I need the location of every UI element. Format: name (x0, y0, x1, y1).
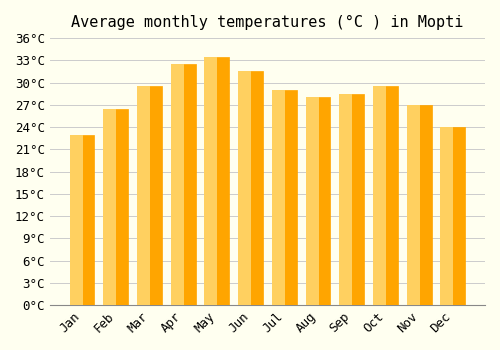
Bar (340, 94, 352, 305)
Bar (138, 86, 162, 305)
Bar (70, 134, 82, 305)
Bar (240, 71, 263, 305)
Bar (442, 127, 465, 305)
Bar (206, 57, 230, 305)
Bar (204, 57, 218, 305)
Bar (440, 127, 454, 305)
Bar (238, 71, 251, 305)
Bar (172, 64, 196, 305)
Bar (307, 97, 330, 305)
Bar (340, 94, 364, 305)
Bar (171, 64, 183, 305)
Bar (374, 86, 398, 305)
Bar (104, 108, 117, 305)
Bar (408, 105, 432, 305)
Bar (306, 97, 318, 305)
Bar (272, 90, 285, 305)
Title: Average monthly temperatures (°C ) in Mopti: Average monthly temperatures (°C ) in Mo… (71, 15, 464, 30)
Bar (104, 108, 128, 305)
Bar (137, 86, 150, 305)
Bar (406, 105, 420, 305)
Bar (373, 86, 386, 305)
Bar (273, 90, 296, 305)
Bar (71, 134, 94, 305)
